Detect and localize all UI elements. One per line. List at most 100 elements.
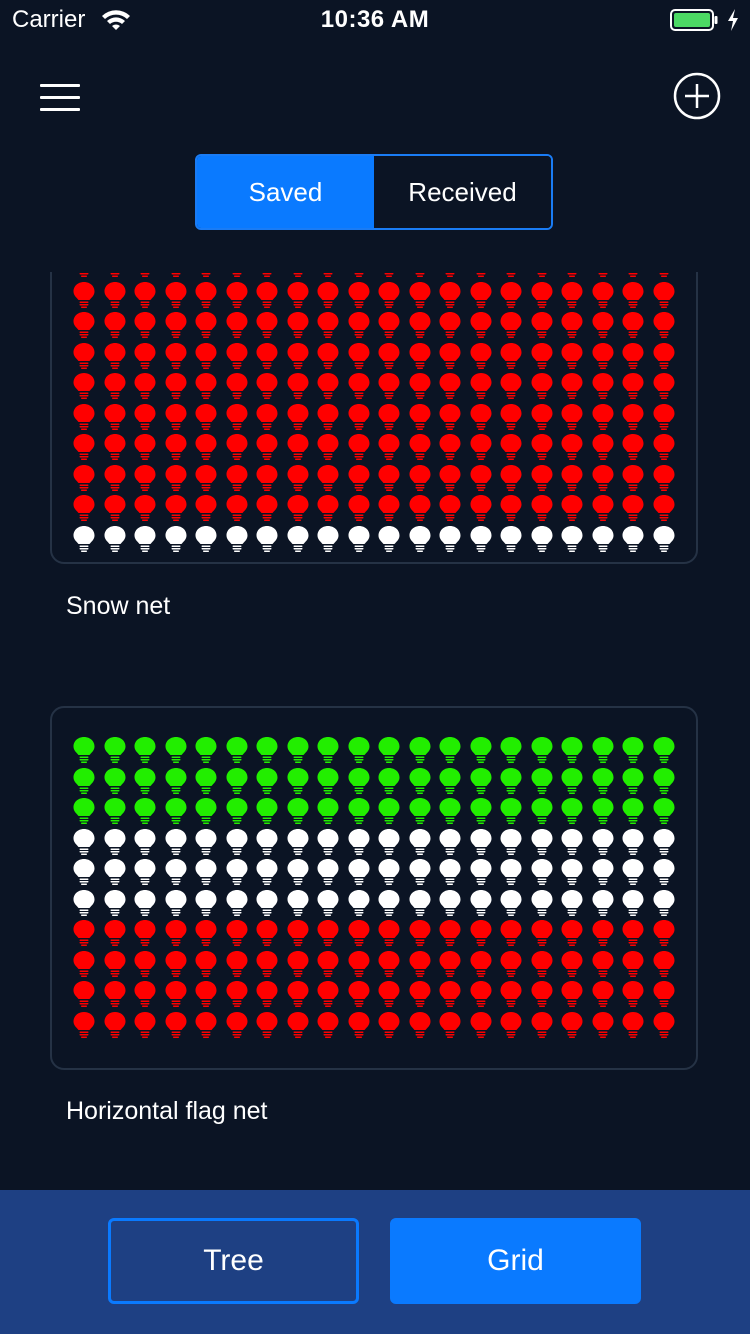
bulb-icon — [287, 373, 308, 399]
net-title: Snow net — [66, 592, 171, 620]
bulb-icon — [409, 434, 430, 460]
bulb-icon — [317, 525, 339, 552]
net-title: Horizontal flag net — [66, 1097, 268, 1125]
bulb-icon — [378, 464, 400, 491]
bulb-icon — [104, 828, 125, 855]
bulb-icon — [256, 464, 278, 491]
bulb-icon — [531, 281, 552, 308]
bulb-icon — [439, 737, 461, 763]
bulb-icon — [470, 828, 491, 855]
tree-tab-button[interactable]: Tree — [108, 1218, 359, 1304]
segment-saved[interactable]: Saved — [197, 156, 374, 228]
bulb-icon — [622, 495, 644, 521]
bulb-icon — [531, 434, 552, 460]
bulb-icon — [317, 434, 339, 460]
plus-circle-icon[interactable] — [673, 72, 721, 120]
bulb-icon — [439, 495, 461, 521]
bulb-icon — [348, 859, 369, 885]
bulb-icon — [622, 464, 644, 491]
bulb-icon — [287, 889, 308, 916]
bulb-icon — [73, 950, 95, 977]
bulb-icon — [378, 342, 400, 369]
bulb-icon — [73, 403, 95, 430]
bulb-icon — [592, 737, 613, 763]
bulb-icon — [79, 273, 89, 277]
bulb-icon — [439, 981, 461, 1007]
bulb-icon — [500, 981, 522, 1007]
bulb-icon — [378, 403, 400, 430]
bulb-icon — [500, 798, 522, 824]
nets-list[interactable]: Snow net Horizontal flag net — [0, 272, 750, 1190]
bulb-icon — [73, 373, 95, 399]
bulb-icon — [378, 828, 400, 855]
bulb-icon — [500, 281, 522, 308]
bulb-icon — [561, 434, 583, 460]
bulb-icon — [561, 859, 583, 885]
bulb-icon — [134, 312, 156, 338]
bulb-icon — [134, 767, 156, 794]
bulb-icon — [287, 981, 308, 1007]
bulb-icon — [134, 525, 156, 552]
hamburger-menu-icon[interactable] — [40, 82, 80, 114]
bulb-icon — [592, 950, 613, 977]
bulb-icon — [287, 495, 308, 521]
bulb-icon — [653, 434, 674, 460]
bulb-icon — [134, 859, 156, 885]
bulb-icon — [104, 889, 125, 916]
bulb-icon — [287, 281, 308, 308]
bulb-icon — [653, 373, 674, 399]
bulb-icon — [592, 434, 613, 460]
bulb-icon — [409, 798, 430, 824]
bulb-icon — [256, 434, 278, 460]
bulb-icon — [134, 464, 156, 491]
bulb-icon — [500, 859, 522, 885]
bulb-icon — [256, 767, 278, 794]
bulb-icon — [500, 767, 522, 794]
bulb-icon — [531, 950, 552, 977]
bulb-icon — [470, 464, 491, 491]
bulb-icon — [653, 1011, 674, 1038]
bulb-icon — [104, 950, 125, 977]
bulb-icon — [470, 342, 491, 369]
net-card-horizontal-flag[interactable] — [50, 706, 698, 1070]
bulb-icon — [104, 798, 125, 824]
bulb-icon — [317, 767, 339, 794]
bulb-icon — [439, 403, 461, 430]
bulb-icon — [256, 981, 278, 1007]
bulb-icon — [622, 342, 644, 369]
bulb-icon — [323, 273, 333, 277]
bulb-icon — [201, 273, 211, 277]
bulb-icon — [531, 767, 552, 794]
bulb-icon — [287, 403, 308, 430]
net-card-snow[interactable] — [50, 272, 698, 564]
bulb-icon — [476, 273, 485, 277]
bulb-icon — [317, 920, 339, 946]
bulb-icon — [439, 828, 461, 855]
bulb-icon — [622, 737, 644, 763]
bulb-icon — [409, 525, 430, 552]
bulb-icon — [622, 525, 644, 552]
bulb-icon — [287, 1011, 308, 1038]
bulb-icon — [104, 403, 125, 430]
bulb-icon — [439, 464, 461, 491]
bulb-icon — [531, 373, 552, 399]
bulb-icon — [195, 403, 217, 430]
bulb-icon — [73, 828, 95, 855]
bulb-icon — [561, 981, 583, 1007]
bulb-icon — [561, 281, 583, 308]
bulb-icon — [262, 273, 272, 277]
bulb-icon — [653, 281, 674, 308]
bulb-icon — [104, 767, 125, 794]
grid-tab-button[interactable]: Grid — [390, 1218, 641, 1304]
bulb-icon — [317, 950, 339, 977]
segment-received[interactable]: Received — [374, 156, 551, 228]
bulb-icon — [531, 859, 552, 885]
bulb-icon — [470, 281, 491, 308]
bulb-icon — [409, 281, 430, 308]
bulb-icon — [531, 981, 552, 1007]
bulb-icon — [378, 859, 400, 885]
bulb-icon — [287, 859, 308, 885]
bulb-icon — [140, 273, 150, 277]
bulb-icon — [439, 950, 461, 977]
bulb-icon — [378, 737, 400, 763]
